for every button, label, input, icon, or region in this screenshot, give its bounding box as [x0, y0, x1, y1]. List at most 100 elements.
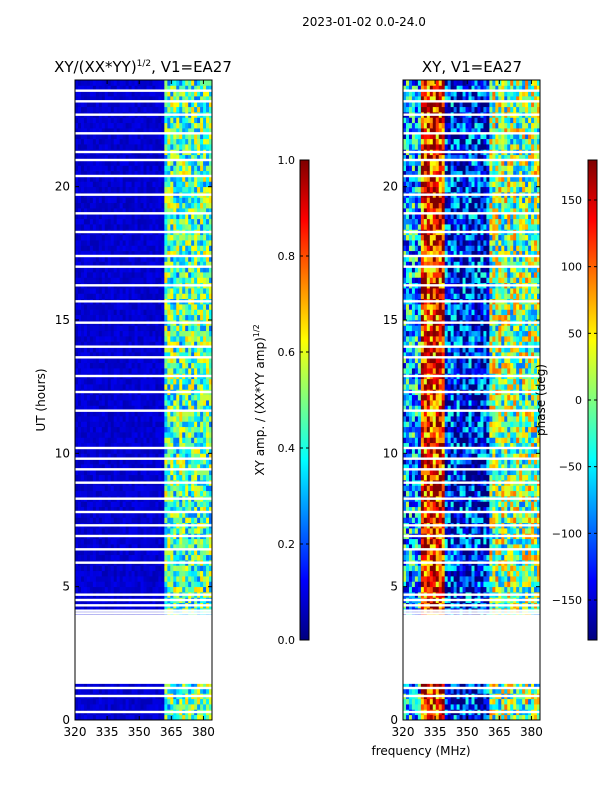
heat-cell: [179, 341, 183, 348]
heat-cell: [143, 704, 147, 710]
heat-cell: [203, 160, 207, 166]
heat-cell: [206, 293, 210, 300]
heat-cell: [77, 501, 82, 508]
heat-cell: [80, 432, 85, 438]
heat-cell: [137, 341, 141, 348]
heat-cell: [110, 421, 115, 428]
heat-cell: [170, 528, 174, 534]
heat-cell: [113, 309, 118, 316]
heat-cell: [80, 293, 85, 300]
heat-cell: [197, 128, 201, 134]
heat-cell: [134, 421, 138, 428]
heat-cell: [86, 170, 91, 177]
heat-cell: [161, 352, 165, 358]
heat-cell: [152, 346, 156, 353]
heat-cell: [179, 682, 183, 689]
heat-cell: [77, 186, 82, 193]
heat-cell: [137, 170, 141, 177]
heat-cell: [146, 352, 150, 358]
heat-cell: [134, 704, 138, 710]
heat-cell: [110, 197, 115, 204]
heat-cell: [116, 714, 121, 721]
heat-cell: [200, 400, 204, 406]
heat-cell: [110, 128, 115, 134]
heat-cell: [134, 576, 138, 582]
heat-cell: [128, 698, 132, 705]
heat-cell: [104, 138, 109, 145]
heat-cell: [140, 272, 144, 278]
heat-cell: [77, 154, 82, 161]
flagged-gap-line: [75, 524, 212, 527]
heat-cell: [116, 96, 121, 102]
heat-cell: [188, 117, 192, 124]
heat-cell: [80, 570, 85, 577]
heat-cell: [98, 544, 103, 550]
heat-cell: [152, 426, 156, 433]
heat-cell: [101, 544, 106, 550]
heat-cell: [209, 160, 213, 166]
heat-cell: [146, 250, 150, 257]
heat-cell: [200, 378, 204, 385]
heat-cell: [176, 128, 180, 134]
heat-cell: [128, 288, 132, 294]
heat-cell: [173, 101, 177, 108]
heat-cell: [137, 405, 141, 412]
heat-cell: [131, 288, 135, 294]
heat-cell: [152, 234, 156, 241]
heat-cell: [89, 704, 94, 710]
heat-cell: [122, 154, 127, 161]
heat-cell: [176, 266, 180, 273]
heat-cell: [131, 576, 135, 582]
heat-cell: [92, 224, 97, 230]
heat-cell: [173, 181, 177, 188]
heat-cell: [92, 432, 97, 438]
heat-cell: [122, 96, 127, 102]
heat-cell: [110, 96, 115, 102]
heat-cell: [182, 586, 186, 593]
heat-cell: [203, 714, 207, 721]
heat-cell: [122, 85, 127, 92]
heat-cell: [167, 90, 171, 97]
heat-cell: [110, 293, 115, 300]
heat-cell: [188, 698, 192, 705]
heat-cell: [137, 410, 141, 417]
heat-cell: [75, 565, 79, 572]
heat-cell: [107, 80, 112, 86]
heat-cell: [146, 426, 150, 433]
heat-cell: [110, 544, 115, 550]
heat-cell: [86, 485, 91, 492]
heat-cell: [104, 554, 109, 561]
heat-cell: [137, 576, 141, 582]
heat-cell: [98, 362, 103, 369]
heat-cell: [209, 304, 213, 310]
heat-cell: [75, 501, 79, 508]
heat-cell: [206, 405, 210, 412]
heat-cell: [203, 437, 207, 444]
heat-cell: [203, 538, 207, 545]
heat-cell: [194, 304, 198, 310]
heat-cell: [161, 240, 165, 246]
heat-cell: [158, 570, 162, 577]
heat-cell: [95, 208, 100, 214]
heat-cell: [185, 144, 189, 150]
heat-cell: [194, 234, 198, 241]
heat-cell: [128, 325, 132, 332]
heat-cell: [206, 181, 210, 188]
heat-cell: [188, 266, 192, 273]
heat-cell: [182, 549, 186, 556]
heat-cell: [206, 538, 210, 545]
heat-cell: [80, 368, 85, 374]
heat-cell: [128, 549, 132, 556]
heat-cell: [182, 234, 186, 241]
heat-cell: [209, 240, 213, 246]
heat-cell: [176, 144, 180, 150]
heat-cell: [131, 309, 135, 316]
heat-cell: [197, 256, 201, 262]
heat-cell: [155, 448, 159, 454]
heat-cell: [128, 202, 132, 209]
heat-cell: [170, 117, 174, 124]
heat-cell: [158, 384, 162, 390]
heat-cell: [77, 474, 82, 481]
heat-cell: [137, 106, 141, 113]
heat-cell: [83, 154, 88, 161]
